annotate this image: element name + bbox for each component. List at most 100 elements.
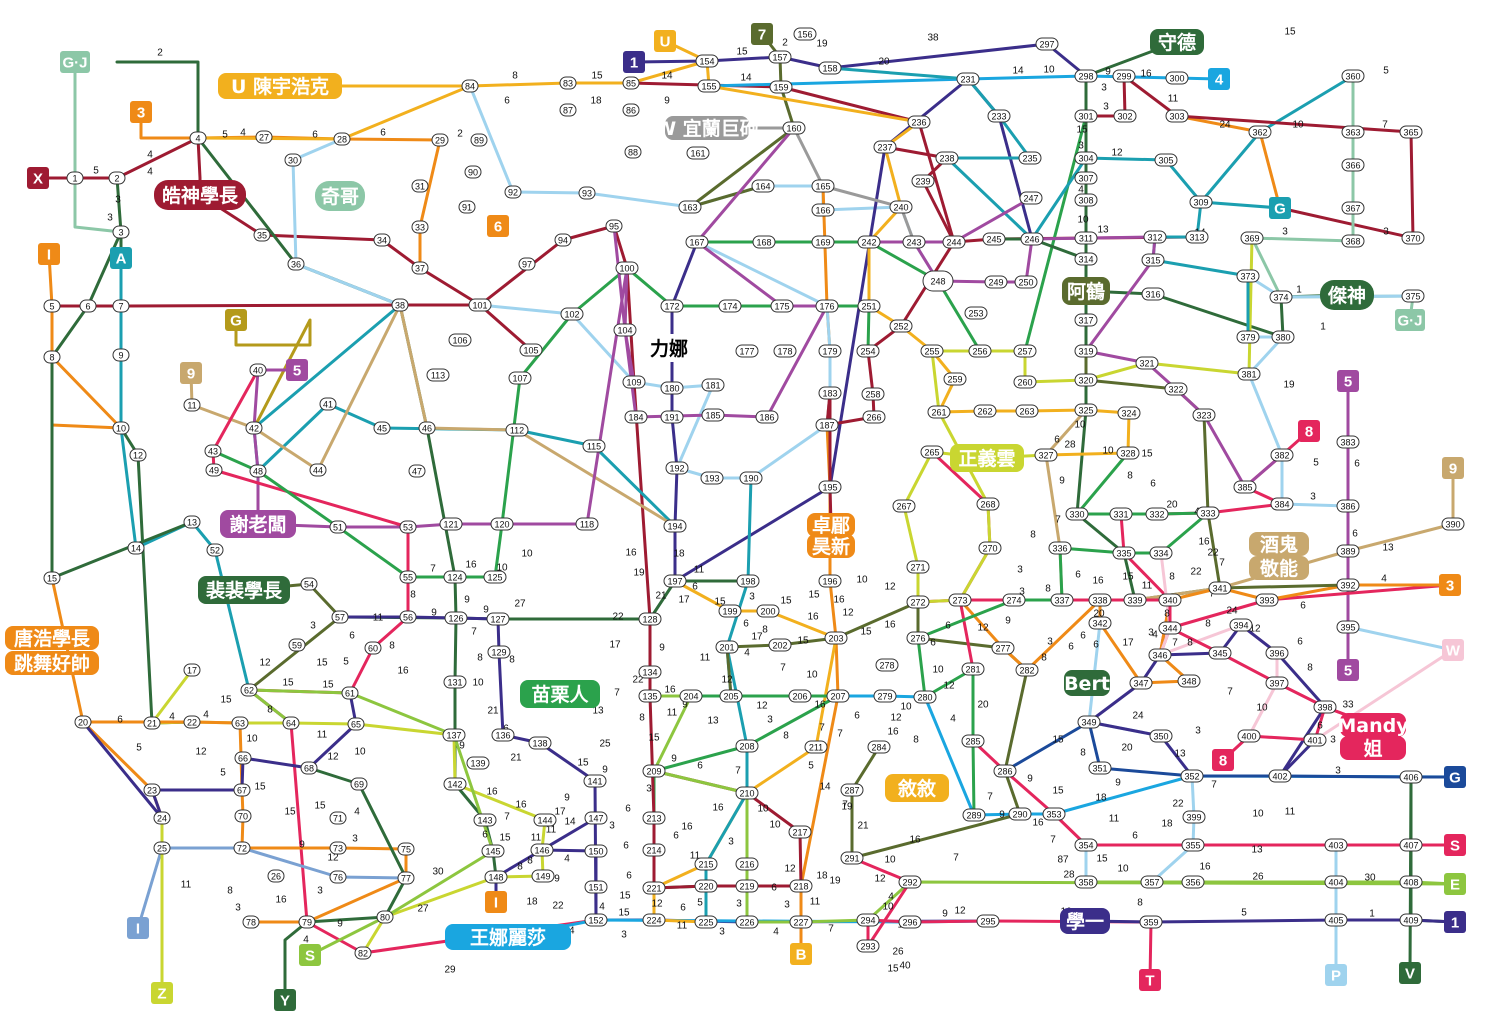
- station-365[interactable]: 365: [1399, 125, 1423, 139]
- station-265[interactable]: 265: [920, 445, 944, 459]
- station-31[interactable]: 31: [411, 179, 429, 193]
- station-398[interactable]: 398: [1313, 700, 1337, 714]
- station-294[interactable]: 294: [856, 913, 880, 927]
- station-201[interactable]: 201: [715, 640, 739, 654]
- station-8[interactable]: 8: [43, 350, 61, 364]
- station-35[interactable]: 35: [253, 228, 271, 242]
- station-375[interactable]: 375: [1401, 289, 1425, 303]
- station-49[interactable]: 49: [205, 463, 223, 477]
- station-143[interactable]: 143: [473, 813, 497, 827]
- station-394[interactable]: 394: [1229, 618, 1253, 632]
- station-78[interactable]: 78: [242, 915, 260, 929]
- station-383[interactable]: 383: [1336, 435, 1360, 449]
- station-244[interactable]: 244: [942, 235, 966, 249]
- station-185[interactable]: 185: [701, 408, 725, 422]
- station-37[interactable]: 37: [411, 261, 429, 275]
- station-206[interactable]: 206: [788, 689, 812, 703]
- station-397[interactable]: 397: [1265, 676, 1289, 690]
- station-152[interactable]: 152: [584, 913, 608, 927]
- station-216[interactable]: 216: [735, 857, 759, 871]
- station-289[interactable]: 289: [962, 808, 986, 822]
- station-261[interactable]: 261: [927, 405, 951, 419]
- station-277[interactable]: 277: [991, 641, 1015, 655]
- station-236[interactable]: 236: [907, 115, 931, 129]
- terminal-g3[interactable]: G: [1444, 766, 1466, 788]
- station-295[interactable]: 295: [976, 914, 1000, 928]
- station-209[interactable]: 209: [642, 764, 666, 778]
- terminal-b1[interactable]: B: [790, 943, 812, 965]
- station-135[interactable]: 135: [638, 689, 662, 703]
- station-136[interactable]: 136: [491, 728, 515, 742]
- station-382[interactable]: 382: [1270, 448, 1294, 462]
- station-70[interactable]: 70: [234, 809, 252, 823]
- terminal-t8a[interactable]: 8: [1298, 420, 1320, 442]
- station-5[interactable]: 5: [43, 299, 61, 313]
- station-333[interactable]: 333: [1196, 506, 1220, 520]
- station-239[interactable]: 239: [911, 174, 935, 188]
- station-46[interactable]: 46: [418, 421, 436, 435]
- station-56[interactable]: 56: [399, 610, 417, 624]
- station-17[interactable]: 17: [183, 663, 201, 677]
- station-274[interactable]: 274: [1002, 593, 1026, 607]
- station-128[interactable]: 128: [638, 612, 662, 626]
- terminal-t5b[interactable]: 5: [1337, 370, 1359, 392]
- station-214[interactable]: 214: [642, 843, 666, 857]
- station-10[interactable]: 10: [112, 421, 130, 435]
- station-296[interactable]: 296: [898, 915, 922, 929]
- station-25[interactable]: 25: [153, 841, 171, 855]
- terminal-v1[interactable]: V: [1399, 962, 1421, 984]
- terminal-z1[interactable]: Z: [151, 982, 173, 1004]
- station-308[interactable]: 308: [1074, 193, 1098, 207]
- station-202[interactable]: 202: [768, 638, 792, 652]
- station-88[interactable]: 88: [624, 145, 642, 159]
- station-386[interactable]: 386: [1336, 499, 1360, 513]
- terminal-t5a[interactable]: 5: [286, 359, 308, 381]
- station-221[interactable]: 221: [642, 881, 666, 895]
- station-396[interactable]: 396: [1265, 646, 1289, 660]
- station-129[interactable]: 129: [487, 645, 511, 659]
- station-147[interactable]: 147: [584, 811, 608, 825]
- station-192[interactable]: 192: [665, 461, 689, 475]
- station-200[interactable]: 200: [756, 604, 780, 618]
- station-213[interactable]: 213: [642, 811, 666, 825]
- station-323[interactable]: 323: [1192, 408, 1216, 422]
- station-363[interactable]: 363: [1341, 125, 1365, 139]
- station-305[interactable]: 305: [1154, 153, 1178, 167]
- station-315[interactable]: 315: [1141, 253, 1165, 267]
- station-362[interactable]: 362: [1248, 125, 1272, 139]
- terminal-w2[interactable]: W: [1442, 639, 1464, 661]
- station-61[interactable]: 61: [341, 686, 359, 700]
- station-347[interactable]: 347: [1129, 676, 1153, 690]
- station-360[interactable]: 360: [1341, 69, 1365, 83]
- station-177[interactable]: 177: [735, 344, 759, 358]
- station-125[interactable]: 125: [483, 570, 507, 584]
- station-155[interactable]: 155: [697, 79, 721, 93]
- station-23[interactable]: 23: [143, 783, 161, 797]
- station-270[interactable]: 270: [978, 541, 1002, 555]
- station-107[interactable]: 107: [508, 371, 532, 385]
- station-400[interactable]: 400: [1237, 729, 1261, 743]
- station-231[interactable]: 231: [956, 72, 980, 86]
- station-167[interactable]: 167: [685, 235, 709, 249]
- station-393[interactable]: 393: [1255, 593, 1279, 607]
- station-203[interactable]: 203: [824, 631, 848, 645]
- station-101[interactable]: 101: [468, 298, 492, 312]
- terminal-s2[interactable]: S: [299, 944, 321, 966]
- terminal-i1[interactable]: I: [38, 243, 60, 265]
- station-194[interactable]: 194: [663, 519, 687, 533]
- station-357[interactable]: 357: [1140, 875, 1164, 889]
- station-89[interactable]: 89: [470, 133, 488, 147]
- station-384[interactable]: 384: [1270, 497, 1294, 511]
- station-42[interactable]: 42: [245, 421, 263, 435]
- station-324[interactable]: 324: [1117, 406, 1141, 420]
- station-259[interactable]: 259: [943, 372, 967, 386]
- station-249[interactable]: 249: [984, 275, 1008, 289]
- station-139[interactable]: 139: [466, 756, 490, 770]
- station-403[interactable]: 403: [1324, 838, 1348, 852]
- terminal-s1[interactable]: S: [1444, 834, 1466, 856]
- station-291[interactable]: 291: [840, 851, 864, 865]
- station-260[interactable]: 260: [1013, 375, 1037, 389]
- station-80[interactable]: 80: [376, 910, 394, 924]
- station-292[interactable]: 292: [898, 875, 922, 889]
- station-233[interactable]: 233: [987, 109, 1011, 123]
